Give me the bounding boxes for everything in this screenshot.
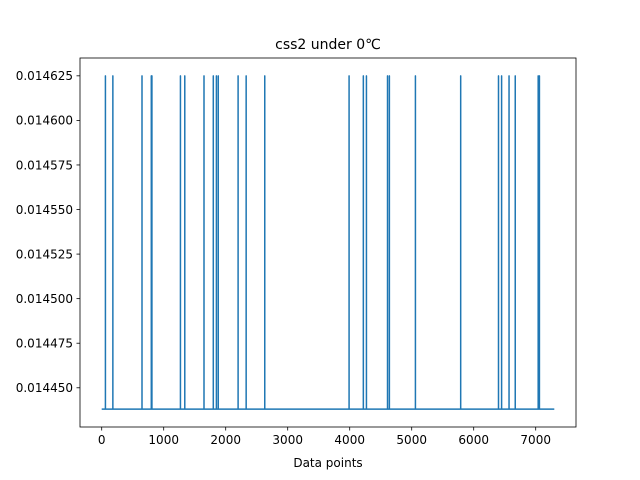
axes-frame — [79, 57, 577, 428]
x-tick-label: 5000 — [396, 433, 427, 447]
x-tick-label: 3000 — [272, 433, 303, 447]
plot-area — [101, 75, 555, 410]
x-tick-label: 1000 — [148, 433, 179, 447]
x-tick-label: 6000 — [458, 433, 489, 447]
x-tick-label: 7000 — [520, 433, 551, 447]
chart-title: css2 under 0℃ — [275, 37, 381, 53]
y-tick-label: 0.014575 — [16, 158, 73, 172]
ticks: 0 1000 2000 3000 4000 5000 6000 7000 0.014450 0.0… — [16, 69, 551, 447]
y-tick-label: 0.014550 — [16, 203, 73, 217]
x-tick-label: 4000 — [334, 433, 365, 447]
y-tick-label: 0.014450 — [16, 381, 73, 395]
y-tick-label: 0.014600 — [16, 114, 73, 128]
x-tick-label: 0 — [98, 433, 106, 447]
y-tick-label: 0.014475 — [16, 337, 73, 351]
x-tick-label: 2000 — [210, 433, 241, 447]
y-tick-label: 0.014525 — [16, 247, 73, 261]
series-line — [101, 75, 555, 410]
y-tick-label: 0.014625 — [16, 69, 73, 83]
y-tick-label: 0.014500 — [16, 292, 73, 306]
x-axis-label: Data points — [293, 456, 362, 470]
